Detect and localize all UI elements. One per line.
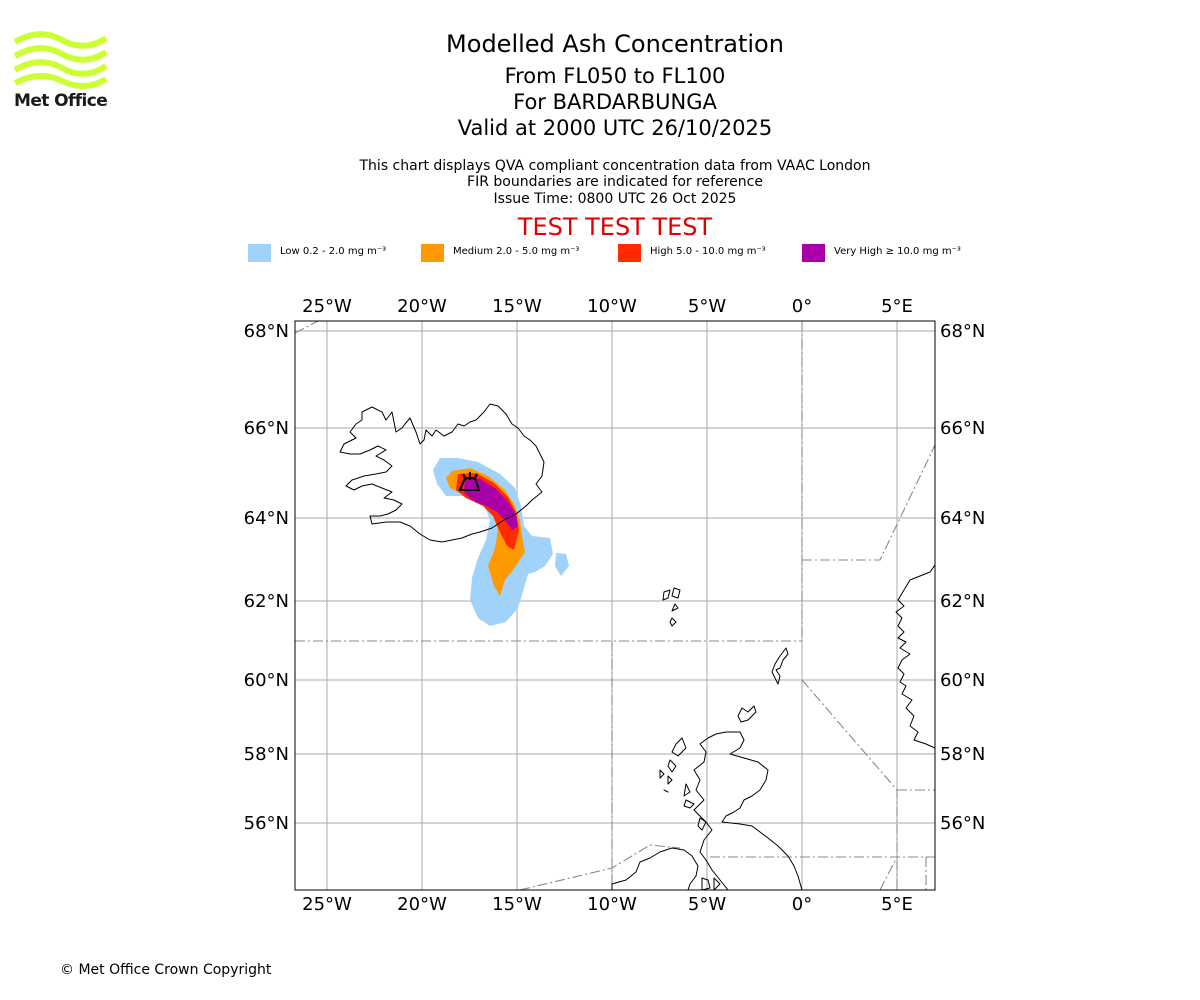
lon-tick-bottom: 5°E [881, 894, 913, 915]
subtitle-line-1: This chart displays QVA compliant concen… [359, 158, 871, 174]
lon-tick-bottom: 20°W [397, 894, 447, 915]
met-office-logo [14, 31, 108, 89]
map-gridlines [295, 321, 935, 890]
volcano-name: For BARDARBUNGA [513, 90, 717, 114]
norway-coastline [895, 564, 935, 749]
legend-swatch-very-high [802, 244, 825, 262]
lon-tick-top: 20°W [397, 296, 447, 317]
lon-tick-bottom: 25°W [302, 894, 352, 915]
lon-tick-bottom: 5°W [688, 894, 726, 915]
shetland-islands [771, 647, 789, 685]
flight-level-range: From FL050 to FL100 [504, 64, 726, 88]
copyright-notice: © Met Office Crown Copyright [60, 962, 272, 978]
lat-tick-left: 60°N [244, 670, 289, 691]
lat-tick-left: 66°N [244, 418, 289, 439]
lon-tick-bottom: 15°W [492, 894, 542, 915]
lat-tick-right: 58°N [940, 744, 985, 765]
map-frame [294, 320, 936, 891]
orkney-islands [737, 705, 757, 723]
valid-time: Valid at 2000 UTC 26/10/2025 [457, 116, 773, 140]
test-banner: TEST TEST TEST [517, 213, 713, 241]
hebrides-islands [659, 737, 707, 831]
lat-tick-left: 58°N [244, 744, 289, 765]
lat-tick-right: 56°N [940, 813, 985, 834]
coastlines [339, 403, 935, 890]
lon-tick-top: 15°W [492, 296, 542, 317]
lon-tick-top: 0° [792, 296, 812, 317]
lat-tick-right: 62°N [940, 591, 985, 612]
legend-label-medium: Medium 2.0 - 5.0 mg m⁻³ [453, 246, 580, 257]
issue-time: Issue Time: 0800 UTC 26 Oct 2025 [493, 191, 737, 207]
legend-label-very-high: Very High ≥ 10.0 mg m⁻³ [834, 246, 961, 257]
lon-tick-bottom: 10°W [587, 894, 637, 915]
chart-title: Modelled Ash Concentration [446, 30, 784, 58]
fir-boundaries [295, 321, 935, 890]
legend-swatch-high [618, 244, 641, 262]
met-office-logo-text: Met Office [14, 91, 108, 111]
lat-tick-right: 64°N [940, 508, 985, 529]
iceland-coastline [339, 403, 545, 543]
lat-tick-left: 56°N [244, 813, 289, 834]
legend-label-low: Low 0.2 - 2.0 mg m⁻³ [280, 246, 387, 257]
ireland-coastline [611, 847, 721, 890]
lon-tick-top: 5°E [881, 296, 913, 317]
lon-tick-bottom: 0° [792, 894, 812, 915]
lon-tick-top: 25°W [302, 296, 352, 317]
lat-tick-right: 60°N [940, 670, 985, 691]
lat-tick-left: 68°N [244, 321, 289, 342]
lat-tick-right: 66°N [940, 418, 985, 439]
lat-tick-left: 62°N [244, 591, 289, 612]
legend-swatch-low [248, 244, 271, 262]
faroe-islands [662, 587, 681, 627]
subtitle-line-2: FIR boundaries are indicated for referen… [467, 174, 763, 190]
legend-label-high: High 5.0 - 10.0 mg m⁻³ [650, 246, 766, 257]
lon-tick-top: 10°W [587, 296, 637, 317]
scotland-coastline [693, 731, 803, 890]
lon-tick-top: 5°W [688, 296, 726, 317]
lat-tick-right: 68°N [940, 321, 985, 342]
legend-swatch-medium [421, 244, 444, 262]
lat-tick-left: 64°N [244, 508, 289, 529]
volcano-icon [458, 472, 481, 491]
